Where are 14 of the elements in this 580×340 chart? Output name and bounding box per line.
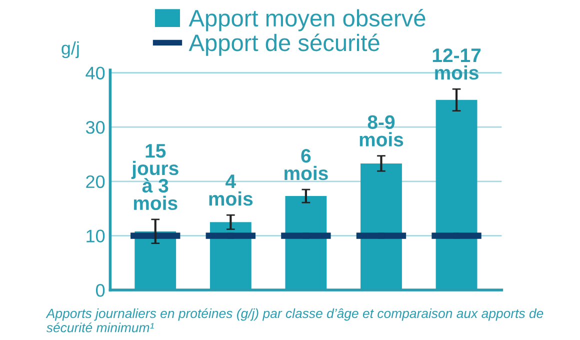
legend-label: Apport de sécurité	[188, 34, 380, 56]
y-tick-label: 30	[86, 121, 105, 134]
y-tick-label: 20	[86, 175, 105, 188]
x-tick-label: 4 mois	[209, 174, 253, 206]
y-tick-label: 0	[96, 284, 105, 297]
text: Apports journaliers en protéines (g/j) par classe d’âge et comparaison aux apports de sécurité minimum¹	[46, 308, 544, 332]
y-tick-label: 10	[86, 230, 105, 242]
x-tick-label: 12-17 mois	[432, 48, 481, 80]
x-tick-label: 8-9 mois	[360, 115, 404, 146]
x-tick-label: 6 mois	[284, 148, 328, 180]
x-tick-label: 15 jours à 3 mois	[131, 144, 178, 210]
legend-label: Apport moyen observé	[188, 8, 426, 32]
y-tick-label: 40	[86, 66, 105, 80]
y-axis-title: g/j	[62, 41, 79, 58]
